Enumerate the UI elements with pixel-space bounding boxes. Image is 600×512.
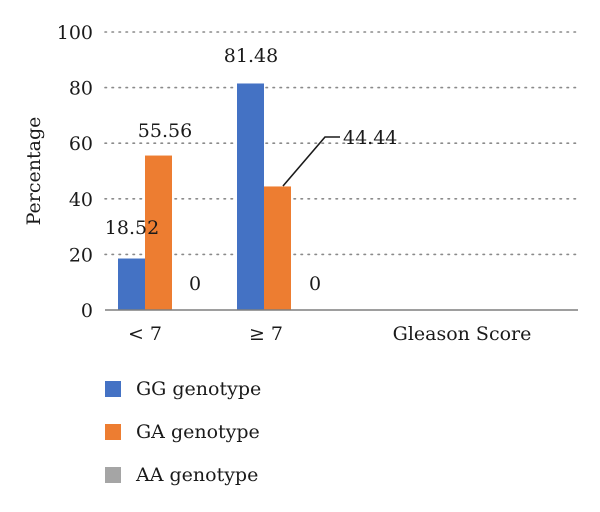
bar-chart: 0 20 40 60 80 100 18.52 81.48 55.56 44.44 0 0 < 7 ≥… [23, 22, 579, 345]
y-tick-label-100: 100 [57, 22, 93, 44]
y-tick-label-20: 20 [69, 244, 93, 266]
data-label-1-1: 44.44 [343, 127, 397, 149]
bar-1-0 [145, 155, 172, 310]
x-axis-categories: < 7 ≥ 7 [128, 323, 283, 345]
legend-item-ga: GA genotype [105, 421, 261, 443]
legend: GG genotype GA genotype AA genotype [105, 378, 261, 507]
legend-item-aa: AA genotype [105, 464, 261, 486]
data-label-2-1: 0 [309, 273, 321, 295]
x-category-label-1: ≥ 7 [249, 323, 283, 345]
y-tick-label-80: 80 [69, 78, 93, 100]
legend-item-gg: GG genotype [105, 378, 261, 400]
legend-swatch-ga [105, 424, 121, 440]
bar-0-0 [118, 258, 145, 310]
x-axis-title: Gleason Score [393, 323, 532, 345]
data-label-0-0: 18.52 [105, 217, 159, 239]
x-category-label-0: < 7 [128, 323, 162, 345]
y-tick-label-0: 0 [81, 300, 93, 322]
legend-label-gg: GG genotype [136, 378, 262, 400]
bar-0-1 [237, 83, 264, 311]
legend-swatch-aa [105, 467, 121, 483]
legend-swatch-gg [105, 381, 121, 397]
data-label-0-1: 81.48 [224, 45, 278, 67]
data-label-2-0: 0 [189, 273, 201, 295]
data-label-1-0: 55.56 [138, 120, 192, 142]
legend-label-aa: AA genotype [136, 464, 259, 486]
y-axis-title: Percentage [23, 117, 45, 226]
y-tick-label-60: 60 [69, 133, 93, 155]
callout-leader-line [282, 136, 340, 187]
bars [118, 83, 291, 311]
y-tick-label-40: 40 [69, 189, 93, 211]
data-labels: 18.52 81.48 55.56 44.44 0 0 [105, 45, 398, 295]
gridlines [104, 31, 579, 256]
bar-1-1 [264, 186, 291, 310]
y-axis-ticks: 0 20 40 60 80 100 [57, 22, 93, 322]
legend-label-ga: GA genotype [136, 421, 260, 443]
